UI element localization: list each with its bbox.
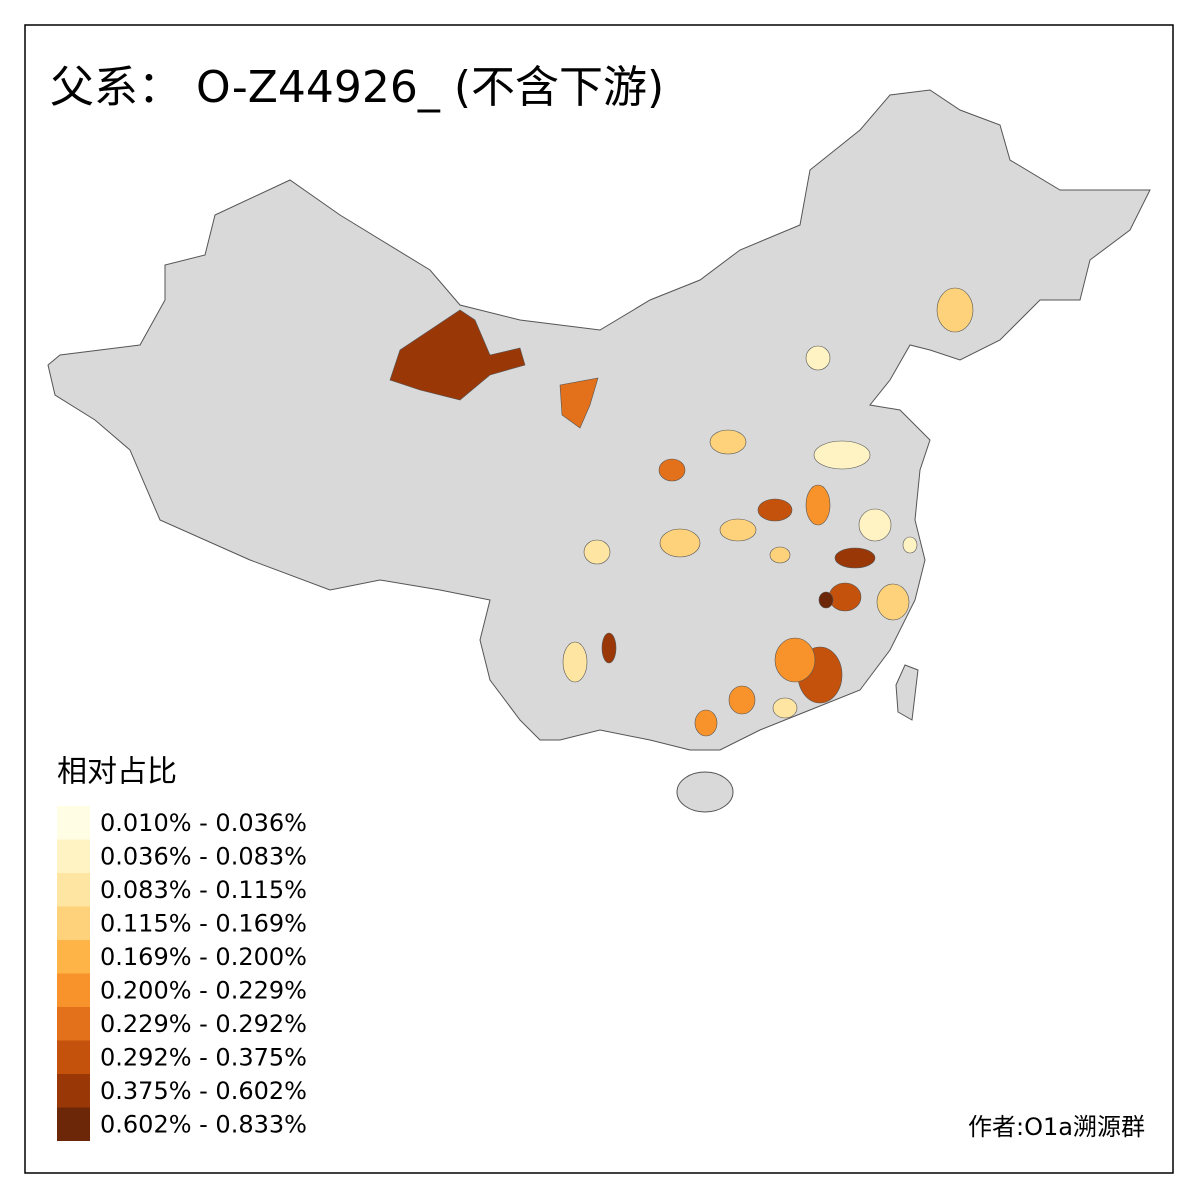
region bbox=[828, 582, 862, 612]
region bbox=[769, 546, 791, 564]
region bbox=[559, 377, 599, 429]
region bbox=[658, 458, 686, 482]
region bbox=[728, 685, 756, 715]
legend-label: 0.083% - 0.115% bbox=[100, 876, 307, 904]
legend-label: 0.229% - 0.292% bbox=[100, 1010, 307, 1038]
legend-label: 0.292% - 0.375% bbox=[100, 1044, 307, 1072]
legend-label: 0.602% - 0.833% bbox=[100, 1111, 307, 1139]
country-outline bbox=[47, 89, 1151, 813]
legend-swatch bbox=[57, 940, 90, 974]
region bbox=[583, 539, 611, 565]
legend-label: 0.200% - 0.229% bbox=[100, 977, 307, 1005]
region bbox=[834, 547, 876, 569]
region bbox=[601, 632, 617, 664]
legend-label: 0.169% - 0.200% bbox=[100, 943, 307, 971]
legend-label: 0.375% - 0.602% bbox=[100, 1077, 307, 1105]
legend-swatch bbox=[57, 906, 90, 940]
region bbox=[858, 508, 892, 542]
legend-swatch bbox=[57, 839, 90, 873]
legend-swatch bbox=[57, 873, 90, 907]
island bbox=[676, 771, 734, 813]
legend-swatch bbox=[57, 1074, 90, 1108]
credit: 作者:O1a溯源群 bbox=[968, 1113, 1145, 1141]
legend-title: 相对占比 bbox=[57, 755, 177, 790]
region bbox=[936, 287, 974, 333]
legend-swatch bbox=[57, 1007, 90, 1041]
region bbox=[805, 345, 831, 371]
island bbox=[895, 664, 919, 721]
legend-swatch bbox=[57, 1107, 90, 1141]
legend: 0.010% - 0.036% 0.036% - 0.083% 0.083% - 0… bbox=[57, 806, 307, 1141]
legend-swatch bbox=[57, 806, 90, 840]
region bbox=[659, 528, 701, 558]
region bbox=[562, 641, 588, 683]
region bbox=[902, 536, 918, 554]
legend-swatch bbox=[57, 973, 90, 1007]
region bbox=[813, 440, 871, 470]
region bbox=[805, 484, 831, 526]
region bbox=[818, 591, 834, 609]
region bbox=[709, 429, 747, 455]
mainland bbox=[47, 89, 1151, 751]
map-title: 父系： O-Z44926_ (不含下游) bbox=[50, 62, 664, 113]
region bbox=[694, 709, 718, 737]
legend-swatch bbox=[57, 1040, 90, 1074]
region bbox=[774, 637, 816, 683]
region bbox=[876, 583, 910, 621]
legend-label: 0.036% - 0.083% bbox=[100, 843, 307, 871]
region bbox=[719, 518, 757, 542]
region bbox=[757, 498, 793, 522]
region bbox=[389, 309, 526, 401]
legend-label: 0.010% - 0.036% bbox=[100, 809, 307, 837]
legend-label: 0.115% - 0.169% bbox=[100, 910, 307, 938]
region bbox=[772, 697, 798, 719]
